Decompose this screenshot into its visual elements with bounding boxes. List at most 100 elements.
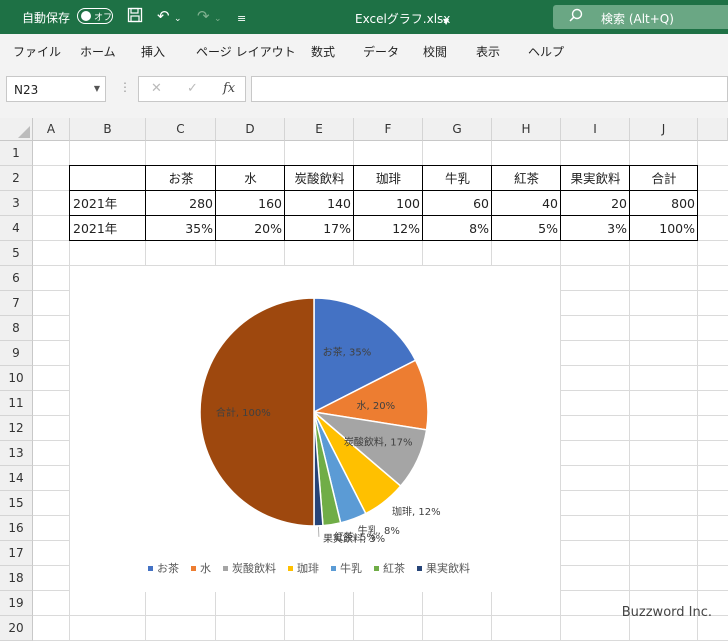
legend-swatch-1 (191, 566, 196, 571)
table-cell[interactable]: 40 (492, 191, 561, 216)
tab-review[interactable]: 校閲 (423, 43, 447, 60)
row-header-7[interactable]: 7 (0, 291, 33, 316)
cancel-icon[interactable]: ✕ (151, 81, 162, 96)
table-cell[interactable]: 2021年 (70, 191, 146, 216)
column-header-b[interactable]: B (70, 118, 146, 141)
row-header-6[interactable]: 6 (0, 266, 33, 291)
table-border (69, 190, 698, 191)
table-cell[interactable]: 100% (630, 216, 698, 241)
data-label-1: 水, 20% (357, 400, 396, 412)
tab-insert[interactable]: 挿入 (141, 43, 165, 60)
tab-view[interactable]: 表示 (476, 43, 500, 60)
row-header-10[interactable]: 10 (0, 366, 33, 391)
row-header-4[interactable]: 4 (0, 216, 33, 241)
table-cell[interactable]: 5% (492, 216, 561, 241)
legend-label-2: 炭酸飲料 (232, 561, 276, 575)
column-header-i[interactable]: I (561, 118, 630, 141)
table-cell[interactable]: 水 (216, 166, 285, 191)
autosave-toggle[interactable]: オフ (77, 8, 113, 24)
row-header-2[interactable]: 2 (0, 166, 33, 191)
file-name[interactable]: Excelグラフ.xlsx (355, 10, 450, 27)
row-header-16[interactable]: 16 (0, 516, 33, 541)
row-header-18[interactable]: 18 (0, 566, 33, 591)
table-cell[interactable]: 35% (146, 216, 216, 241)
table-cell[interactable]: 果実飲料 (561, 166, 630, 191)
legend-swatch-5 (374, 566, 379, 571)
name-box[interactable]: N23 ▼ (6, 76, 106, 102)
column-header-f[interactable]: F (354, 118, 423, 141)
tab-home[interactable]: ホーム (80, 43, 116, 60)
column-header-next[interactable] (698, 118, 728, 141)
table-cell[interactable]: 60 (423, 191, 492, 216)
column-header-d[interactable]: D (216, 118, 285, 141)
customize-quick-access-icon[interactable]: ≡ (237, 10, 246, 28)
data-label-7: 合計, 100% (216, 406, 271, 419)
chevron-down-icon[interactable]: ▼ (94, 84, 100, 93)
tab-page-layout[interactable]: ページ レイアウト (196, 43, 296, 60)
row-header-20[interactable]: 20 (0, 616, 33, 641)
row-header-12[interactable]: 12 (0, 416, 33, 441)
row-header-8[interactable]: 8 (0, 316, 33, 341)
table-cell[interactable]: 炭酸飲料 (285, 166, 354, 191)
toggle-knob (81, 11, 91, 21)
table-cell[interactable] (70, 166, 146, 191)
undo-icon[interactable]: ↶ (157, 7, 170, 25)
column-header-c[interactable]: C (146, 118, 216, 141)
table-cell[interactable]: 合計 (630, 166, 698, 191)
table-cell[interactable]: 3% (561, 216, 630, 241)
filename-dropdown-icon[interactable]: ▼ (443, 13, 449, 31)
table-cell[interactable]: 280 (146, 191, 216, 216)
tab-help[interactable]: ヘルプ (528, 43, 564, 60)
tab-formulas[interactable]: 数式 (311, 43, 335, 60)
formula-input[interactable] (251, 76, 728, 102)
row-header-9[interactable]: 9 (0, 341, 33, 366)
table-cell[interactable]: 160 (216, 191, 285, 216)
table-cell[interactable]: 100 (354, 191, 423, 216)
table-cell[interactable]: 珈琲 (354, 166, 423, 191)
legend-label-1: 水 (200, 562, 211, 575)
table-cell[interactable]: 800 (630, 191, 698, 216)
select-all-corner[interactable] (0, 118, 33, 141)
table-cell[interactable]: 8% (423, 216, 492, 241)
row-header-11[interactable]: 11 (0, 391, 33, 416)
row-header-3[interactable]: 3 (0, 191, 33, 216)
table-cell[interactable]: 12% (354, 216, 423, 241)
row-header-13[interactable]: 13 (0, 441, 33, 466)
table-cell[interactable]: 17% (285, 216, 354, 241)
column-header-a[interactable]: A (33, 118, 70, 141)
enter-icon[interactable]: ✓ (187, 81, 198, 96)
table-border (145, 165, 146, 241)
undo-dropdown-icon[interactable]: ⌄ (174, 10, 182, 28)
pie-chart[interactable]: お茶, 35%水, 20%炭酸飲料, 17%珈琲, 12%牛乳, 8%紅茶, 5… (70, 266, 560, 592)
tab-data[interactable]: データ (363, 43, 399, 60)
row-header-19[interactable]: 19 (0, 591, 33, 616)
table-cell[interactable]: 20% (216, 216, 285, 241)
row-header-14[interactable]: 14 (0, 466, 33, 491)
column-header-g[interactable]: G (423, 118, 492, 141)
more-options-icon[interactable]: ⋮ (119, 80, 131, 94)
save-icon[interactable] (127, 7, 143, 27)
redo-icon[interactable]: ↷ (197, 7, 210, 25)
column-header-h[interactable]: H (492, 118, 561, 141)
table-cell[interactable]: 20 (561, 191, 630, 216)
legend-label-5: 紅茶 (383, 562, 405, 575)
redo-dropdown-icon[interactable]: ⌄ (214, 10, 222, 28)
legend-swatch-0 (148, 566, 153, 571)
formula-buttons: ✕ ✓ fx (138, 76, 246, 102)
insert-function-icon[interactable]: fx (223, 81, 235, 96)
row-header-17[interactable]: 17 (0, 541, 33, 566)
row-header-5[interactable]: 5 (0, 241, 33, 266)
column-header-e[interactable]: E (285, 118, 354, 141)
table-cell[interactable]: 2021年 (70, 216, 146, 241)
tab-file[interactable]: ファイル (13, 43, 61, 60)
table-border (697, 165, 698, 241)
search-box[interactable]: 検索 (Alt+Q) (553, 5, 728, 29)
table-cell[interactable]: 牛乳 (423, 166, 492, 191)
row-header-1[interactable]: 1 (0, 141, 33, 166)
column-header-j[interactable]: J (630, 118, 698, 141)
table-border (629, 165, 630, 241)
row-header-15[interactable]: 15 (0, 491, 33, 516)
table-cell[interactable]: 紅茶 (492, 166, 561, 191)
table-cell[interactable]: お茶 (146, 166, 216, 191)
table-cell[interactable]: 140 (285, 191, 354, 216)
